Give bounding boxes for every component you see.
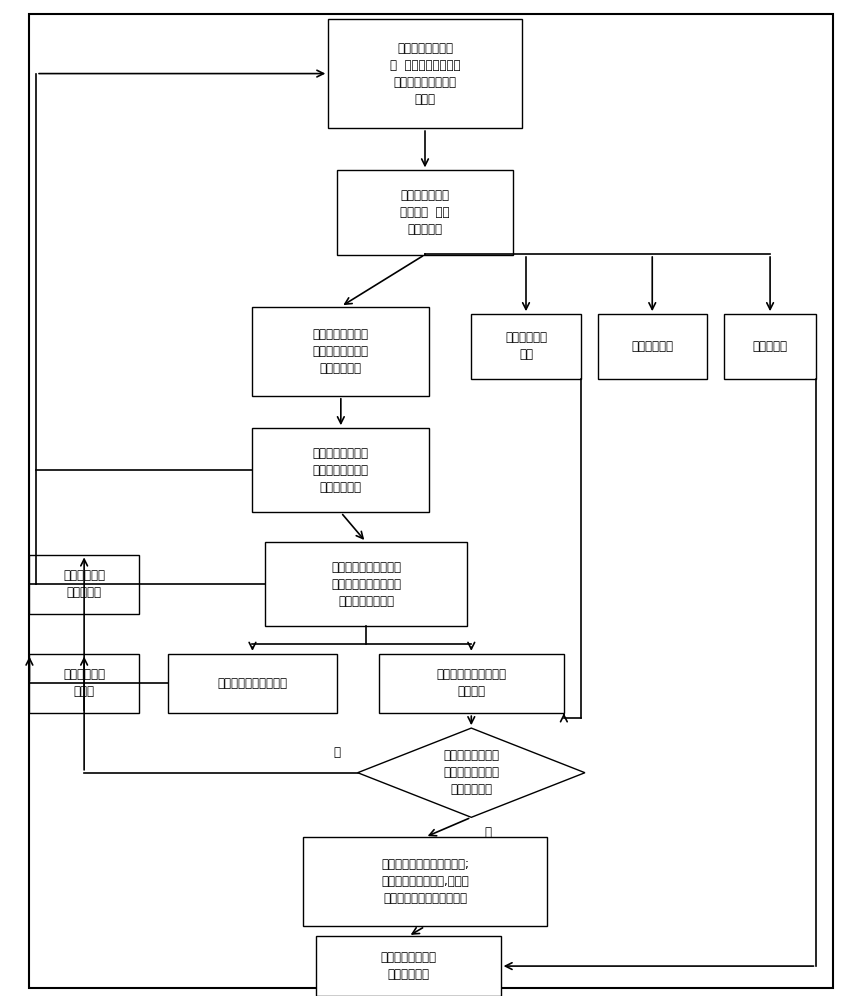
Bar	[471, 314, 581, 379]
Bar	[598, 314, 707, 379]
Bar	[379, 654, 564, 713]
Text: 吸收能量和配合电
流是否超过单个避
雷器耐受能力: 吸收能量和配合电 流是否超过单个避 雷器耐受能力	[444, 749, 499, 796]
Text: 计算该避雷器方案
综合性能得分: 计算该避雷器方案 综合性能得分	[380, 951, 436, 981]
Bar	[315, 936, 501, 996]
Bar	[303, 837, 547, 926]
Polygon shape	[358, 728, 585, 817]
Text: 增加避雷器并
联柱数: 增加避雷器并 联柱数	[63, 668, 105, 698]
Text: 确定避雷器配合电流和
吸收能量: 确定避雷器配合电流和 吸收能量	[436, 668, 507, 698]
Text: 是: 是	[333, 746, 340, 759]
Bar	[30, 555, 139, 614]
Text: 选取该观测点过电压情
况最恶劣的故障，进行
过电压仿真计算。: 选取该观测点过电压情 况最恶劣的故障，进行 过电压仿真计算。	[332, 561, 401, 608]
Text: 避雷器价格: 避雷器价格	[752, 340, 788, 353]
Bar	[724, 314, 816, 379]
Text: 确定避雷器需要并联的柱数;
根据过电压下降幅度,计算该
型号避雷器抑制过电压效果: 确定避雷器需要并联的柱数; 根据过电压下降幅度,计算该 型号避雷器抑制过电压效果	[381, 858, 469, 905]
Text: 参考电流，参考电
压，各标称放电电
流下最大残压: 参考电流，参考电 压，各标称放电电 流下最大残压	[313, 328, 369, 375]
Bar	[328, 19, 522, 128]
Text: 根据避雷器厂家
提供数据  提取
避雷器参数: 根据避雷器厂家 提供数据 提取 避雷器参数	[400, 189, 450, 236]
Text: 采用分段指数拟合
避雷器伏安特性，
对避雷器建模: 采用分段指数拟合 避雷器伏安特性， 对避雷器建模	[313, 447, 369, 494]
Text: 确定过电压被抑制幅度: 确定过电压被抑制幅度	[218, 677, 287, 690]
Bar	[337, 170, 513, 255]
Text: 最大允许放电
电流: 最大允许放电 电流	[505, 331, 547, 361]
Bar	[252, 428, 429, 512]
Bar	[168, 654, 337, 713]
Bar	[265, 542, 468, 626]
Text: 进行交直流故障扫
描  ，确定每一个避雷
器安装点对应的最严
重故障: 进行交直流故障扫 描 ，确定每一个避雷 器安装点对应的最严 重故障	[390, 42, 460, 106]
Text: 否: 否	[484, 826, 491, 839]
Bar	[252, 307, 429, 396]
Text: 选取下一型号
避雷器方案: 选取下一型号 避雷器方案	[63, 569, 105, 599]
Bar	[30, 654, 139, 713]
Text: 最大吸收能量: 最大吸收能量	[632, 340, 673, 353]
